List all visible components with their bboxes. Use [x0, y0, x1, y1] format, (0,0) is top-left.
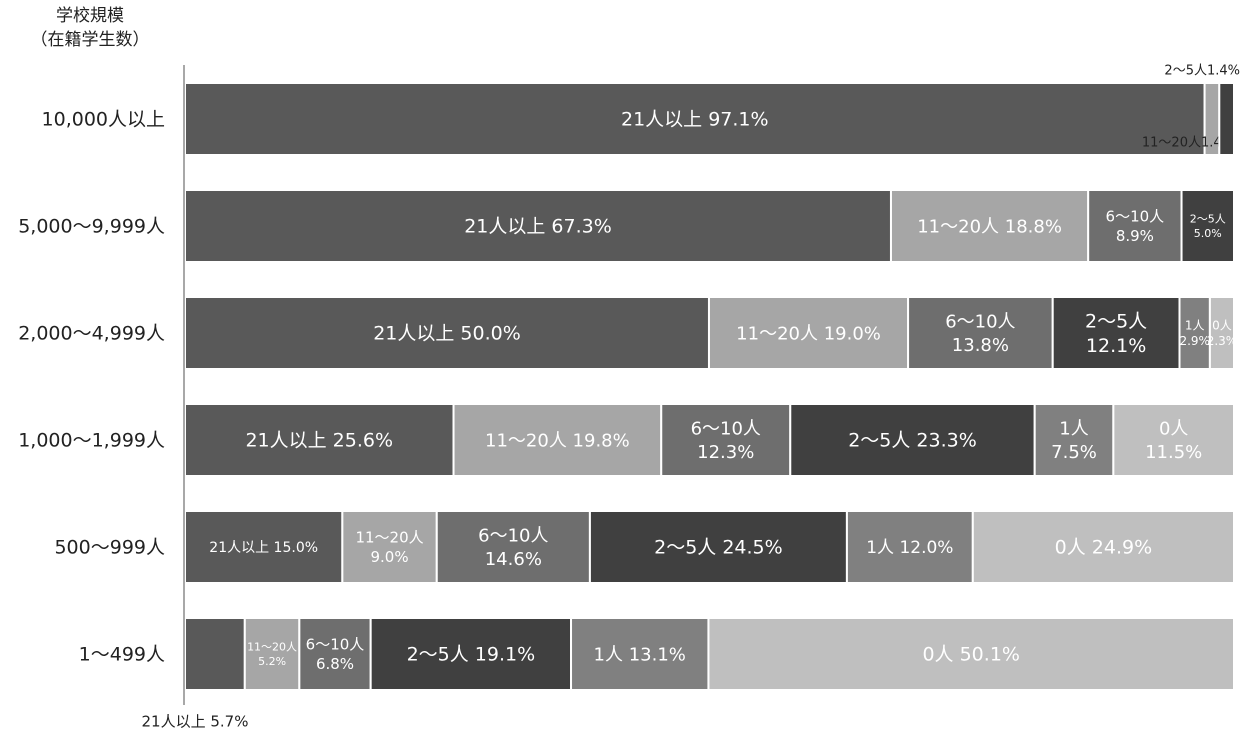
bar-segment — [971, 510, 1235, 584]
bar-segment — [184, 617, 246, 691]
bar-segment — [184, 189, 892, 263]
bar-segment — [369, 617, 573, 691]
data-label: 1人 2.9% — [1179, 318, 1210, 348]
data-label: 1人 7.5% — [1051, 419, 1097, 463]
bar-segment — [341, 510, 438, 584]
data-label: 0人 2.3% — [1207, 318, 1238, 348]
category-label: 500〜999人 — [54, 537, 165, 559]
bar-segment — [435, 510, 591, 584]
data-label: 6〜10人 13.8% — [945, 312, 1015, 356]
data-label: 11〜20人 19.0% — [736, 323, 881, 344]
data-label: 11〜20人 5.2% — [247, 641, 297, 668]
bar-segment — [298, 617, 372, 691]
bar-segment — [1208, 296, 1235, 370]
category-label: 10,000人以上 — [42, 109, 165, 131]
category-label: 5,000〜9,999人 — [18, 216, 165, 238]
data-label: 21人以上 50.0% — [373, 323, 521, 345]
data-label: 2〜5人 23.3% — [848, 430, 977, 452]
bar-segment — [243, 617, 301, 691]
bar-segment — [907, 296, 1054, 370]
bar-segment — [184, 296, 710, 370]
bar-segment — [184, 82, 1206, 156]
bar-segment — [707, 617, 1235, 691]
bar-segment — [184, 510, 344, 584]
data-label: 6〜10人 6.8% — [306, 636, 365, 674]
y-axis-title-line-2: （在籍学生数） — [30, 30, 150, 50]
data-label: 2〜5人 24.5% — [654, 537, 783, 559]
data-label: 21人以上 67.3% — [464, 216, 612, 238]
bar-segment — [1178, 296, 1211, 370]
bar-segment — [184, 403, 455, 477]
data-label: 6〜10人 12.3% — [691, 419, 761, 463]
bar-segment — [1218, 82, 1236, 156]
data-label: 0人 11.5% — [1145, 419, 1202, 463]
bar-segment — [588, 510, 848, 584]
data-label: 11〜20人 9.0% — [355, 529, 423, 567]
bar-segment — [845, 510, 974, 584]
data-label: 21人以上 25.6% — [245, 430, 393, 452]
data-label: 21人以上 15.0% — [209, 540, 318, 556]
bar-segment — [1051, 296, 1181, 370]
data-label: 0人 24.9% — [1055, 537, 1153, 559]
data-label: 1人 12.0% — [866, 538, 953, 558]
data-label: 2〜5人 19.1% — [407, 644, 536, 666]
bar-segment — [789, 403, 1036, 477]
bar-segment — [452, 403, 663, 477]
y-axis-title-line-1: 学校規模 — [56, 6, 124, 26]
data-label: 2〜5人 12.1% — [1085, 310, 1147, 357]
category-label: 1,000〜1,999人 — [18, 430, 165, 452]
bar-segment — [1087, 189, 1183, 263]
bar-segment — [660, 403, 792, 477]
category-label: 2,000〜4,999人 — [18, 323, 165, 345]
bar-segment — [1112, 403, 1235, 477]
bar-segment — [570, 617, 710, 691]
data-label: 6〜10人 14.6% — [478, 526, 548, 570]
data-label: 2〜5人 5.0% — [1190, 213, 1226, 240]
bar-segment — [1180, 189, 1236, 263]
data-label: 0人 50.1% — [922, 644, 1020, 666]
data-label: 21人以上 97.1% — [621, 109, 769, 131]
data-label: 21人以上 5.7% — [142, 712, 249, 730]
data-label: 2〜5人1.4% — [1164, 64, 1240, 79]
data-label: 6〜10人 8.9% — [1106, 208, 1165, 246]
bar-segment — [707, 296, 910, 370]
data-label: 11〜20人 19.8% — [485, 430, 630, 451]
data-label: 11〜20人 18.8% — [917, 216, 1062, 237]
data-label: 1人 13.1% — [594, 644, 686, 665]
category-label: 1〜499人 — [79, 644, 165, 666]
data-label: 11〜20人1.4% — [1142, 136, 1234, 151]
bar-segment — [1033, 403, 1115, 477]
y-axis-title: 学校規模 （在籍学生数） — [0, 4, 180, 52]
